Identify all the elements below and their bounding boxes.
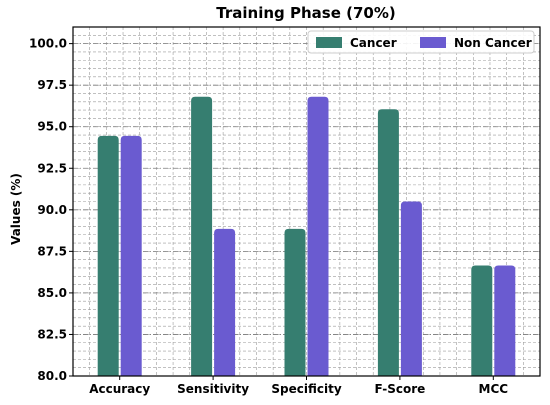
- bar-non-cancer-specificity: [307, 96, 329, 377]
- x-tick-label: Specificity: [271, 382, 341, 396]
- bar-cancer-sensitivity: [191, 96, 213, 377]
- axis-layer: Accuracy Sensitivity Specificity F-Score MCC…: [29, 26, 541, 396]
- y-tick-label: 92.5: [37, 161, 67, 175]
- plot-frame: [72, 26, 541, 377]
- legend-swatch-cancer: [316, 37, 342, 48]
- x-tick-label: Accuracy: [89, 382, 150, 396]
- bar-non-cancer-f-score: [400, 201, 422, 376]
- y-tick-label: 80.0: [37, 369, 67, 383]
- bar-non-cancer-mcc: [494, 265, 516, 376]
- legend-label-cancer: Cancer: [350, 36, 397, 50]
- y-tick-label: 87.5: [37, 244, 67, 258]
- bar-cancer-accuracy: [97, 135, 119, 376]
- y-tick-label: 85.0: [37, 286, 67, 300]
- bars-layer: [97, 96, 516, 377]
- bar-cancer-specificity: [284, 228, 306, 376]
- y-tick-label: 82.5: [37, 327, 67, 341]
- bar-cancer-f-score: [377, 109, 399, 376]
- y-tick-label: 97.5: [37, 78, 67, 92]
- x-tick-label: F-Score: [374, 382, 425, 396]
- legend: Cancer Non Cancer: [307, 30, 535, 54]
- grid-layer: [72, 26, 541, 377]
- x-tick-label: Sensitivity: [177, 382, 249, 396]
- y-tick-label: 90.0: [37, 203, 67, 217]
- y-tick-label: 95.0: [37, 120, 67, 134]
- bar-non-cancer-sensitivity: [214, 228, 236, 376]
- legend-swatch-non-cancer: [420, 37, 446, 48]
- legend-label-non-cancer: Non Cancer: [454, 36, 532, 50]
- y-axis-label: Values (%): [9, 173, 23, 245]
- y-tick-label: 100.0: [29, 37, 67, 51]
- bar-cancer-mcc: [471, 265, 493, 376]
- bar-non-cancer-accuracy: [120, 135, 142, 376]
- chart-title: Training Phase (70%): [216, 4, 395, 22]
- x-tick-label: MCC: [479, 382, 509, 396]
